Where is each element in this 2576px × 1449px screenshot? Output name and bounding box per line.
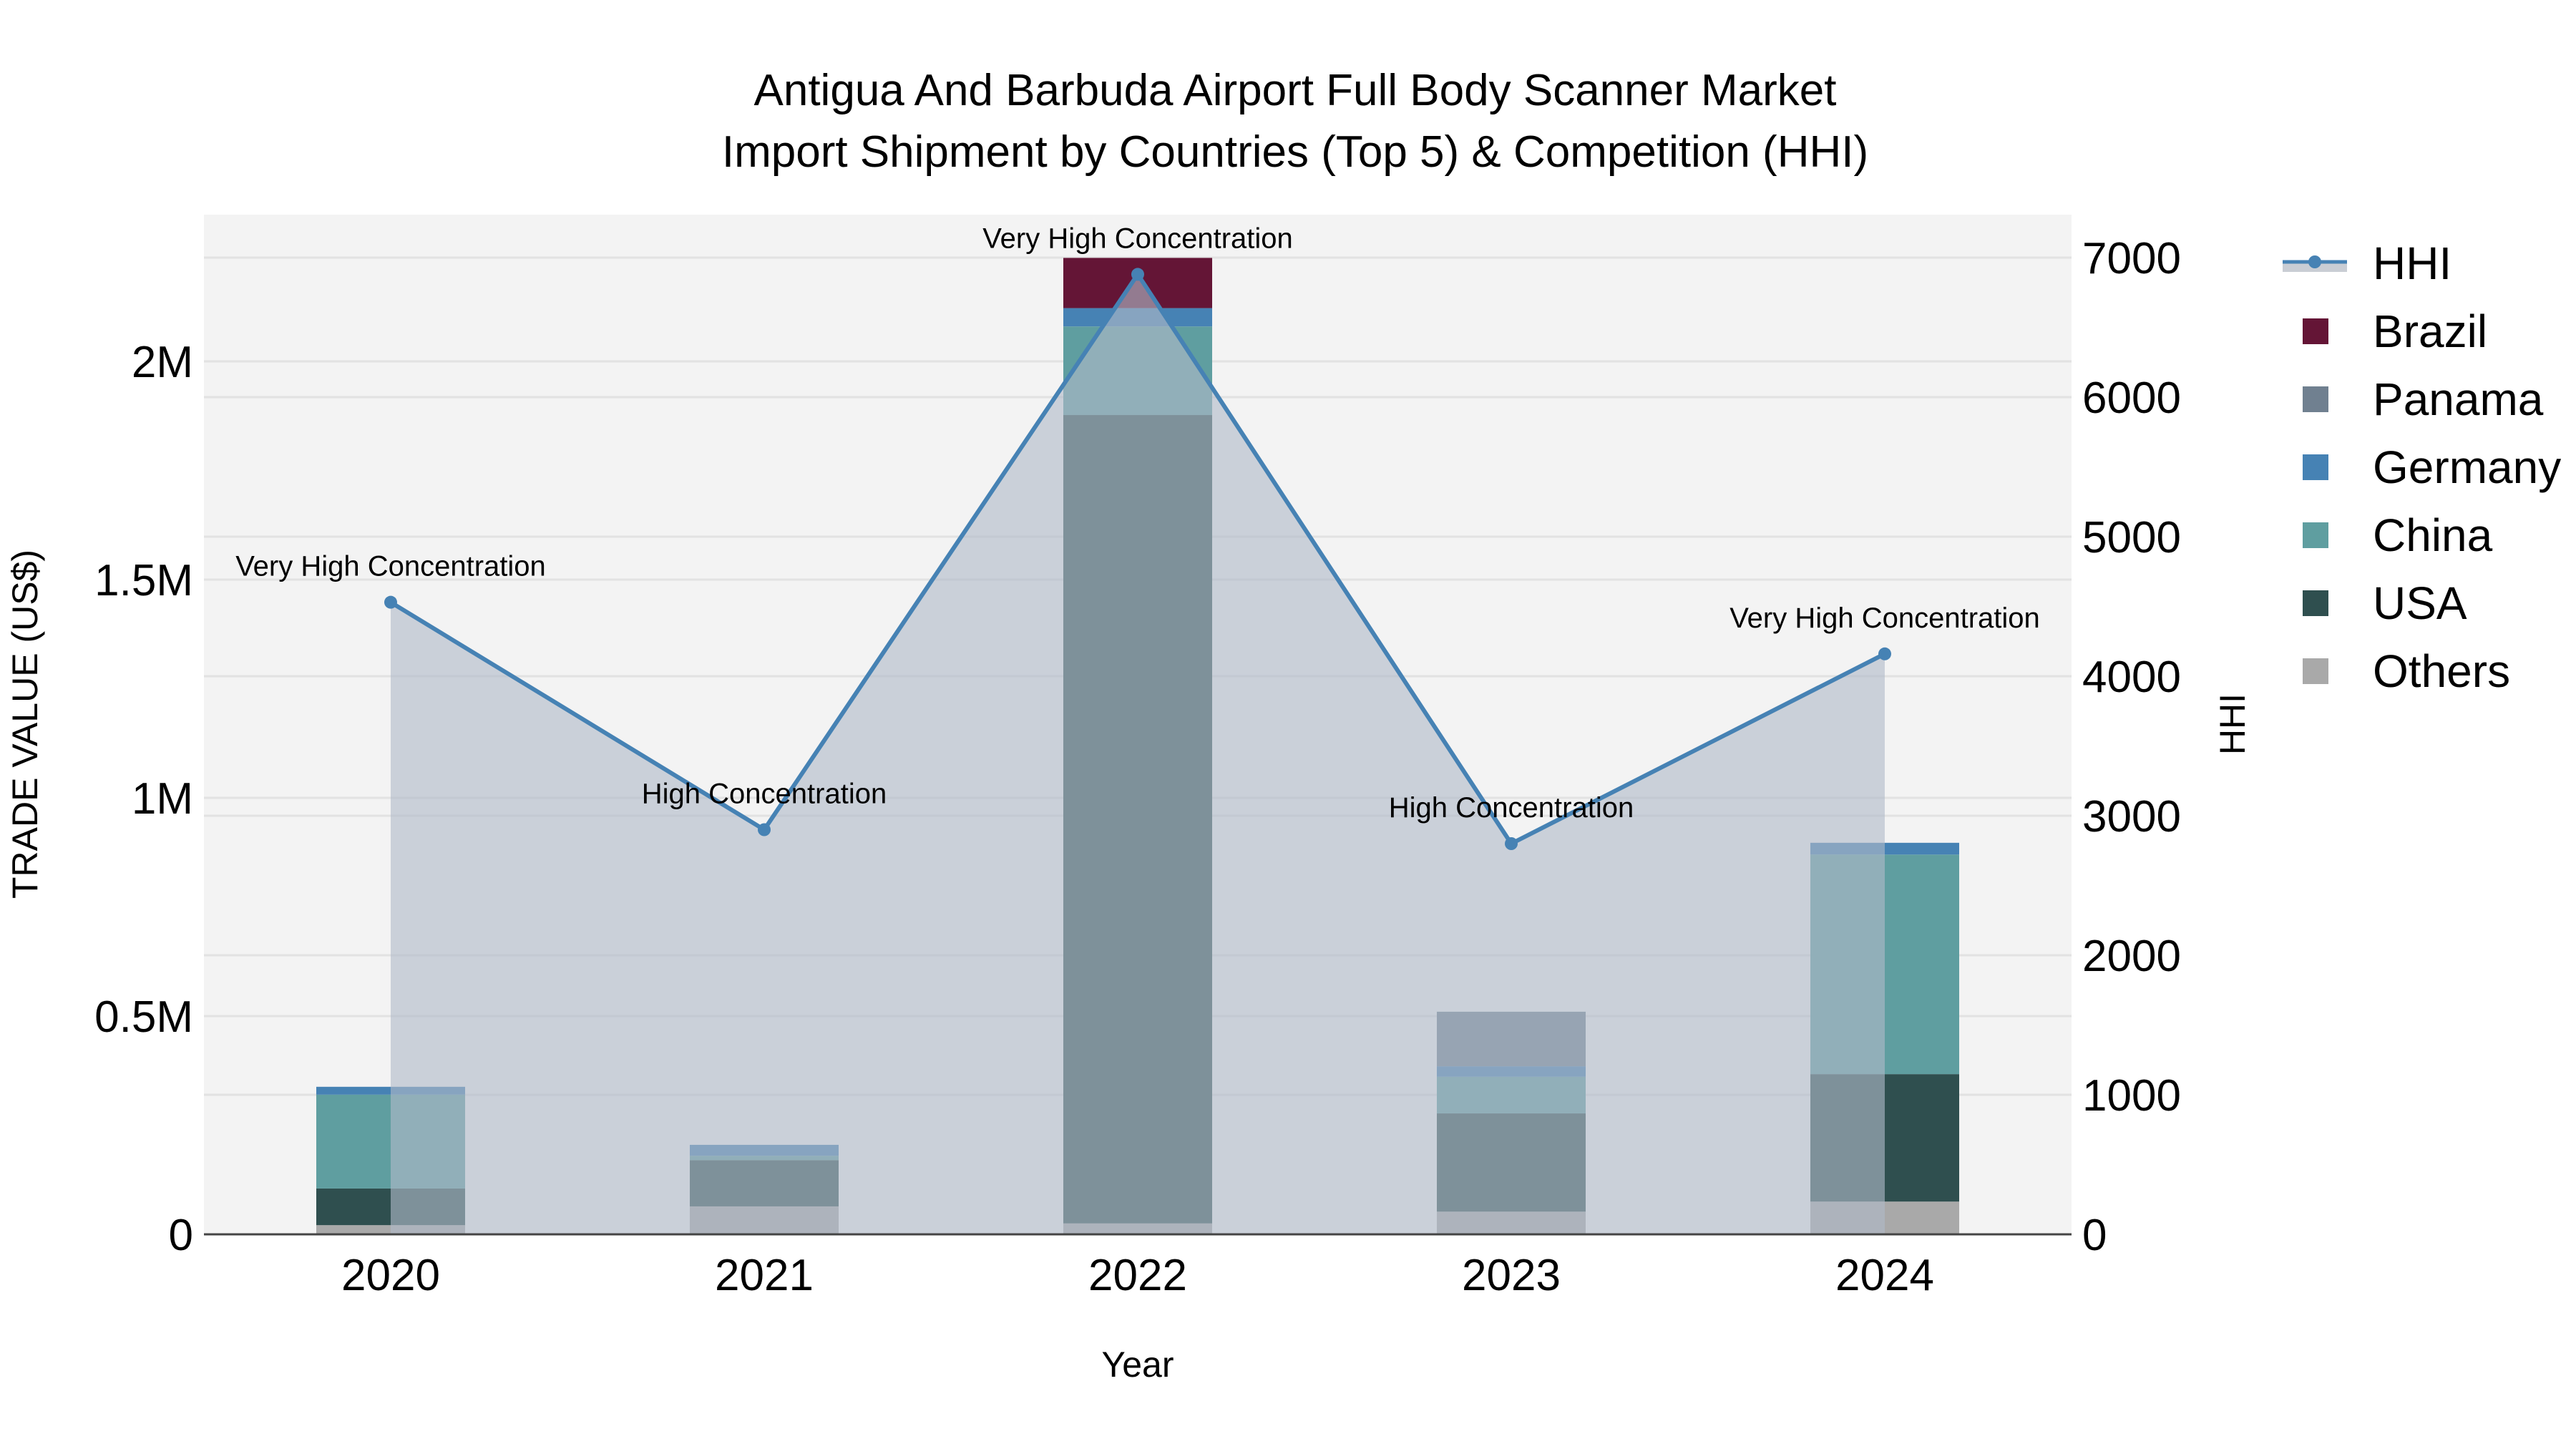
y-left-tick-label: 2M [132,338,193,387]
hhi-point[interactable] [1505,837,1518,850]
axis-ticks: 0 0.5M 1M 1.5M 2M 0 1000 2000 3000 4000 5000 6000 70… [94,234,2181,1300]
hhi-annotations: Very High Concentration High Concentratio… [235,223,2040,824]
legend-item-hhi[interactable]: HHI [2283,229,2561,297]
legend: HHI Brazil Panama Germany China USA Othe… [2283,229,2561,705]
y-axis-right-title: HHI [2212,693,2253,756]
color-swatch-icon [2303,522,2328,548]
hhi-annotation: High Concentration [1389,792,1634,824]
x-tick-label: 2024 [1835,1251,1934,1300]
legend-label: USA [2373,577,2467,629]
legend-label: China [2373,509,2493,561]
x-tick-label: 2023 [1462,1251,1561,1300]
y-left-tick-label: 0.5M [94,992,193,1042]
y-right-tick-label: 5000 [2082,513,2181,562]
x-axis-title: Year [1101,1345,1174,1385]
hhi-area-fill [391,274,1885,1234]
color-swatch-icon [2303,318,2328,344]
y-right-tick-label: 3000 [2082,792,2181,841]
legend-label: Brazil [2373,305,2488,357]
x-tick-label: 2021 [715,1251,814,1300]
legend-item-panama[interactable]: Panama [2283,365,2561,433]
legend-item-china[interactable]: China [2283,501,2561,569]
y-right-tick-label: 0 [2082,1211,2107,1260]
chart-title-line1: Antigua And Barbuda Airport Full Body Sc… [753,66,1837,115]
legend-label: Others [2373,645,2511,697]
line-marker-icon [2283,255,2347,272]
y-axis-left-title: TRADE VALUE (US$) [5,549,45,899]
hhi-annotation: Very High Concentration [235,551,546,582]
legend-label: Germany [2373,441,2562,493]
y-right-tick-label: 1000 [2082,1071,2181,1121]
legend-label: HHI [2373,237,2452,289]
y-right-tick-label: 7000 [2082,234,2181,283]
color-swatch-icon [2303,454,2328,480]
hhi-point[interactable] [1878,647,1891,660]
hhi-annotation: High Concentration [642,779,887,810]
y-right-tick-label: 2000 [2082,932,2181,981]
chart-title-line2: Import Shipment by Countries (Top 5) & C… [721,127,1869,177]
y-left-tick-label: 1.5M [94,556,193,605]
x-tick-label: 2022 [1088,1251,1187,1300]
hhi-point[interactable] [1131,268,1144,281]
legend-item-brazil[interactable]: Brazil [2283,297,2561,365]
y-left-tick-label: 0 [169,1211,193,1260]
x-tick-label: 2020 [341,1251,440,1300]
y-left-tick-label: 1M [132,774,193,824]
y-right-tick-label: 4000 [2082,653,2181,702]
hhi-annotation: Very High Concentration [1729,602,2040,634]
hhi-point[interactable] [758,823,771,836]
color-swatch-icon [2303,590,2328,616]
legend-label: Panama [2373,373,2544,425]
legend-item-others[interactable]: Others [2283,637,2561,705]
color-swatch-icon [2303,658,2328,684]
color-swatch-icon [2303,386,2328,412]
hhi-point[interactable] [384,595,397,609]
legend-item-germany[interactable]: Germany [2283,433,2561,501]
hhi-series [384,268,1891,1234]
legend-item-usa[interactable]: USA [2283,569,2561,637]
hhi-annotation: Very High Concentration [982,223,1293,254]
y-right-tick-label: 6000 [2082,374,2181,423]
